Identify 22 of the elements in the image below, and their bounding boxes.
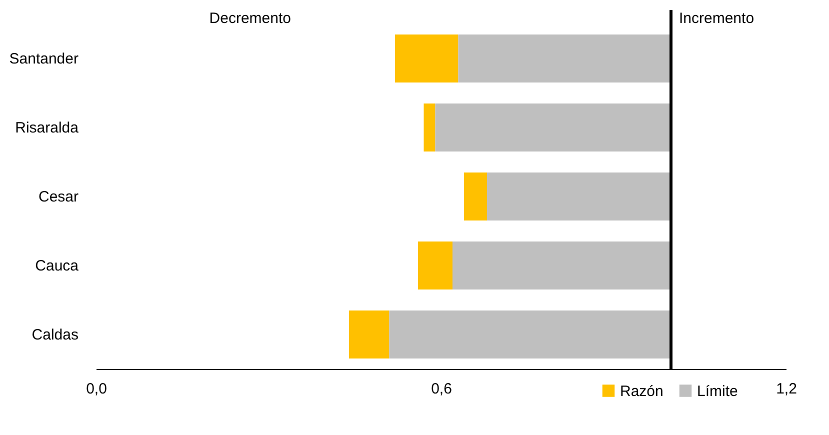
y-tick-label: Caldas [32, 326, 78, 344]
bar [349, 310, 390, 358]
x-tick-label: 1,2 [776, 380, 797, 398]
x-tick-label: 0,0 [86, 380, 107, 398]
bar [418, 242, 452, 290]
y-tick-label: Cesar [38, 188, 78, 206]
bar [389, 310, 671, 358]
y-tick-label: Risaralda [15, 120, 80, 136]
bar [395, 34, 458, 82]
bar [464, 172, 487, 220]
y-tick-label: Santander [9, 50, 78, 68]
y-tick-label: Cauca [35, 258, 80, 274]
x-tick-label: 0,6 [431, 380, 452, 398]
bar [452, 242, 671, 290]
bar [487, 172, 671, 220]
legend-label: Razón [620, 382, 664, 400]
annotation: Decremento [209, 10, 291, 27]
legend-label: Límite [697, 382, 738, 400]
bar [435, 104, 671, 152]
bar [458, 34, 671, 82]
annotation: Incremento [679, 10, 754, 27]
bar [424, 104, 436, 152]
